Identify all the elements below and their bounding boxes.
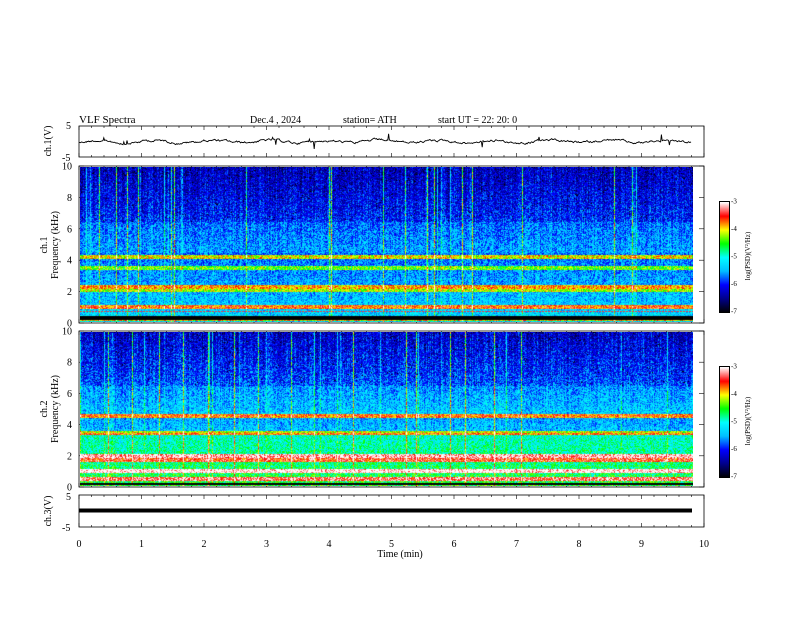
time-axis-label: Time (min) bbox=[377, 549, 422, 560]
frequency-tick-label: 2 bbox=[67, 451, 72, 462]
ch3-waveform-panel: 5 -5 ch.3(V) bbox=[43, 492, 705, 534]
figure-title: VLF Spectra bbox=[79, 114, 136, 126]
ch3-ytick-top: 5 bbox=[66, 492, 71, 503]
ch1-spectrogram-ylabel-1: ch.1 bbox=[39, 237, 50, 254]
colorbar-tick-label: -6 bbox=[731, 280, 737, 288]
time-axis-ticklabels: 0 1 2 3 4 5 6 7 8 9 10 bbox=[77, 539, 710, 550]
colorbar-tick-label: -4 bbox=[731, 225, 737, 233]
frequency-tick-label: 4 bbox=[67, 420, 72, 431]
colorbar-tick-label: -4 bbox=[731, 390, 737, 398]
ch1-ytick-top: 5 bbox=[66, 121, 71, 132]
time-tick-label: 6 bbox=[452, 539, 457, 550]
colorbar-tick-label: -6 bbox=[731, 445, 737, 453]
time-tick-label: 7 bbox=[514, 539, 519, 550]
ch1-colorbar-ticks: -3 -4 -5 -6 -7 bbox=[731, 198, 737, 316]
colorbar-tick-label: -3 bbox=[731, 363, 737, 371]
ch2-spectrogram-ylabel-1: ch.2 bbox=[39, 401, 50, 418]
ch2-colorbar-ticks: -3 -4 -5 -6 -7 bbox=[731, 363, 737, 481]
time-tick-label: 8 bbox=[577, 539, 582, 550]
time-tick-label: 4 bbox=[327, 539, 332, 550]
frequency-tick-label: 2 bbox=[67, 287, 72, 298]
ch1-waveform-ticks bbox=[78, 126, 705, 157]
colorbar-tick-label: -7 bbox=[731, 308, 737, 316]
ch1-colorbar-image bbox=[719, 201, 730, 313]
time-tick-label: 10 bbox=[699, 539, 709, 550]
frequency-tick-label: 0 bbox=[67, 483, 72, 494]
date-label: Dec.4 , 2024 bbox=[250, 115, 301, 126]
ch3-ytick-bottom: -5 bbox=[62, 523, 70, 534]
time-tick-label: 3 bbox=[264, 539, 269, 550]
station-label: station= ATH bbox=[343, 115, 397, 126]
ch3-waveform-trace bbox=[79, 508, 692, 513]
time-tick-label: 1 bbox=[139, 539, 144, 550]
frequency-tick-label: 6 bbox=[67, 224, 72, 235]
ch1-waveform-ylabel: ch.1(V) bbox=[43, 126, 54, 157]
start-time-label: start UT = 22: 20: 0 bbox=[438, 115, 517, 126]
ch2-spectrogram-image bbox=[80, 332, 693, 486]
frequency-tick-label: 8 bbox=[67, 193, 72, 204]
time-tick-label: 5 bbox=[389, 539, 394, 550]
colorbar-tick-label: -5 bbox=[731, 253, 737, 261]
ch1-waveform-trace bbox=[78, 133, 692, 149]
frequency-tick-label: 8 bbox=[67, 358, 72, 369]
colorbar-tick-label: -7 bbox=[731, 473, 737, 481]
frequency-tick-label: 6 bbox=[67, 389, 72, 400]
frequency-tick-label: 4 bbox=[67, 256, 72, 267]
frequency-tick-label: 10 bbox=[62, 162, 72, 173]
ch1-colorbar: -3 -4 -5 -6 -7 log(PSD)(V²/Hz) bbox=[731, 198, 752, 316]
time-tick-label: 0 bbox=[77, 539, 82, 550]
ch2-colorbar: -3 -4 -5 -6 -7 log(PSD)(V²/Hz) bbox=[731, 363, 752, 481]
ch1-spectrogram-image bbox=[80, 167, 693, 322]
ch1-waveform-panel: 5 -5 ch.1(V) bbox=[43, 121, 705, 164]
ch2-spectrogram-ylabel-2: Frequency (kHz) bbox=[50, 375, 61, 443]
ch2-colorbar-image bbox=[719, 366, 730, 478]
ch3-waveform-ticks bbox=[78, 495, 705, 527]
time-tick-label: 9 bbox=[639, 539, 644, 550]
ch1-spectrogram-ylabel-2: Frequency (kHz) bbox=[50, 211, 61, 279]
colorbar-tick-label: -5 bbox=[731, 418, 737, 426]
ch2-colorbar-label: log(PSD)(V²/Hz) bbox=[744, 396, 752, 445]
frequency-tick-label: 0 bbox=[67, 319, 72, 330]
ch3-waveform-ylabel: ch.3(V) bbox=[43, 496, 54, 527]
colorbar-tick-label: -3 bbox=[731, 198, 737, 206]
time-tick-label: 2 bbox=[202, 539, 207, 550]
ch1-colorbar-label: log(PSD)(V²/Hz) bbox=[744, 231, 752, 280]
ch1-waveform-frame bbox=[78, 125, 705, 158]
ch1-ytick-bottom: -5 bbox=[62, 153, 70, 164]
frequency-tick-label: 10 bbox=[62, 327, 72, 338]
